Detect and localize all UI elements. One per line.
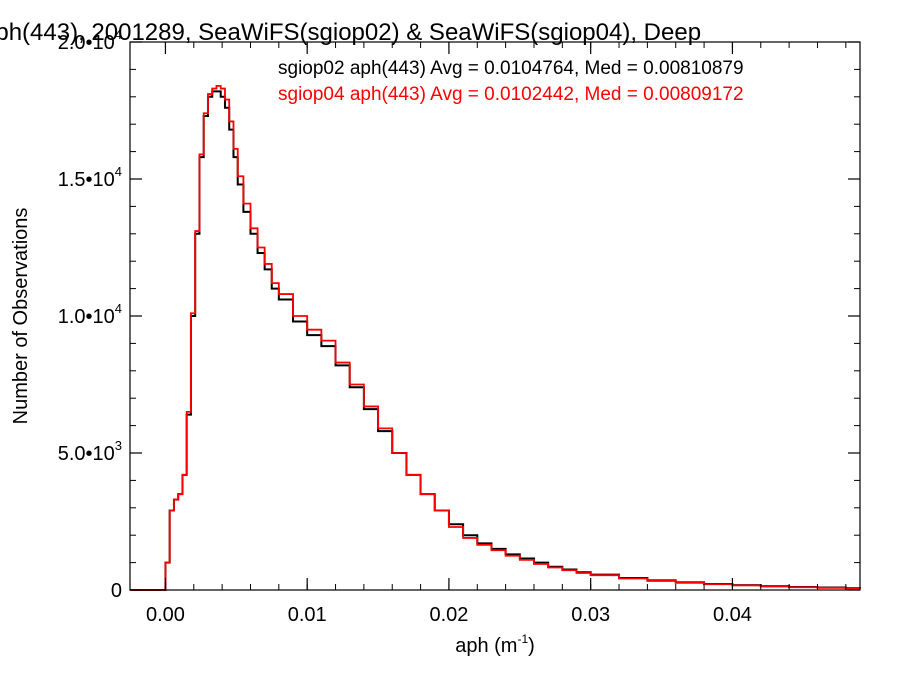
- axis-ticks: 0.00 0.01 0.02 0.03 0.04 0 5.0•103 1.0•104 1.5•1…: [58, 27, 860, 626]
- y-tick-label: 1.0•104: [58, 301, 122, 328]
- legend-entry-sgiop02: sgiop02 aph(443) Avg = 0.0104764, Med = …: [278, 58, 744, 79]
- y-tick-label: 2.0•104: [58, 27, 122, 54]
- x-axis-label: aph (m-1): [455, 632, 535, 657]
- y-tick-label: 1.5•104: [58, 164, 122, 191]
- series-layer: [130, 84, 861, 591]
- series-line-0: [130, 90, 861, 591]
- x-tick-label: 0.02: [429, 604, 468, 626]
- legend-entry-sgiop04: sgiop04 aph(443) Avg = 0.0102442, Med = …: [278, 84, 744, 105]
- series-line-1: [130, 84, 861, 591]
- y-tick-label: 5.0•103: [58, 438, 122, 465]
- y-tick-label: 0: [111, 580, 122, 602]
- x-tick-label: 0.03: [571, 604, 610, 626]
- x-axis-label-superscript: -1: [517, 632, 528, 646]
- x-axis-label-close: ): [528, 635, 535, 657]
- x-tick-label: 0.04: [713, 604, 752, 626]
- x-tick-label: 0.00: [146, 604, 185, 626]
- x-axis-label-main: aph (m: [455, 635, 517, 657]
- x-tick-label: 0.01: [288, 604, 327, 626]
- plot-frame: [129, 41, 861, 591]
- y-axis-label: Number of Observations: [10, 208, 32, 425]
